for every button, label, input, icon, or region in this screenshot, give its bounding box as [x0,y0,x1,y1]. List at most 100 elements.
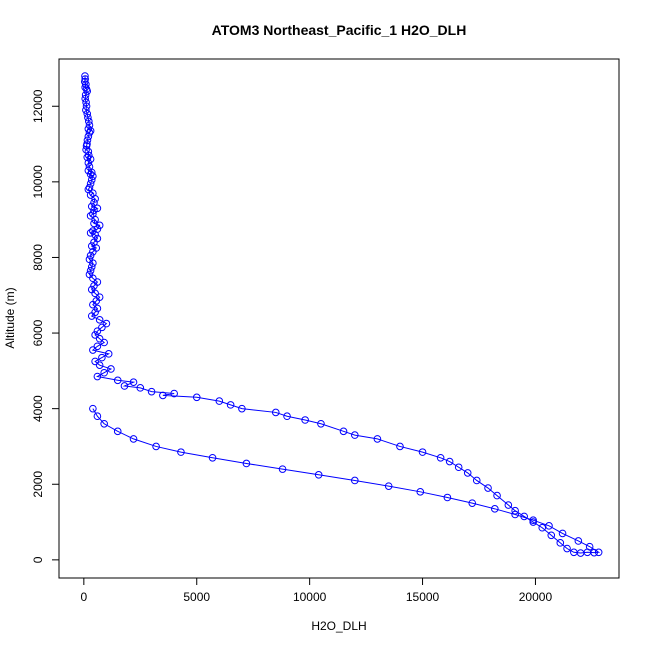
data-point [226,401,235,409]
data-point [84,159,93,167]
data-point [436,453,445,462]
y-axis-label: Altitude (m) [3,287,17,348]
data-point [84,125,93,133]
data-point [85,151,93,160]
data-point [91,289,99,298]
data-point [491,505,499,513]
data-point [91,230,99,239]
y-tick-label: 10000 [31,165,45,199]
data-point [89,247,97,256]
data-point [91,331,99,339]
data-point [86,251,95,260]
data-point [87,168,96,177]
data-point [89,227,97,235]
data-point [113,376,122,385]
data-point [529,516,537,524]
data-point [107,365,115,373]
data-point [87,176,96,184]
data-point [547,531,556,540]
data-point [83,87,92,95]
data-point [82,106,90,114]
data-point [85,183,94,192]
data-point [91,195,99,203]
data-point [177,448,185,456]
data-point [81,94,89,103]
data-point [301,416,309,424]
data-point [113,427,122,436]
data-point [84,147,93,156]
data-point [104,350,113,358]
data-point [86,266,95,275]
data-point [215,397,224,405]
data-point [468,499,477,507]
x-tick-label: 15000 [406,590,440,604]
data-point [90,282,98,290]
data-point [594,548,603,557]
data-point [529,518,537,526]
data-point [147,387,156,396]
data-point [93,412,102,421]
data-point [556,539,565,547]
data-point [89,346,97,354]
data-point [396,442,404,451]
data-point [520,512,528,521]
data-point [85,117,93,126]
plot-area [80,72,603,557]
data-point [89,274,97,283]
data-point [82,98,90,107]
data-point [504,501,513,509]
x-axis-label: H2O_DLH [311,619,366,633]
data-point [83,110,92,118]
data-point [238,404,246,413]
x-tick-label: 0 [80,590,87,604]
data-point [271,408,280,417]
data-point [95,316,104,324]
data-point [91,215,99,224]
data-point [100,368,108,377]
data-point [472,476,481,485]
data-point [86,191,95,199]
data-point [85,128,94,137]
data-point [590,548,598,557]
data-point [242,459,251,468]
data-point [87,312,96,320]
data-point [95,334,104,343]
y-tick-label: 8000 [31,244,45,271]
data-point [86,170,95,179]
data-point [129,435,138,443]
x-axis: 0 5000 10000 15000 20000 [80,578,552,604]
data-point [91,357,99,366]
data-point [373,435,382,443]
data-point [89,259,97,267]
data-point [278,465,287,473]
y-tick-label: 4000 [31,395,45,422]
data-point [100,338,108,347]
data-point [95,361,104,369]
data-point [314,471,323,479]
data-point [170,389,178,398]
y-tick-label: 12000 [31,89,45,123]
data-point [545,522,553,530]
x-tick-label: 20000 [519,590,553,604]
data-point [93,372,102,381]
data-point [463,469,472,477]
data-point [484,484,492,492]
data-point [81,83,89,92]
plot-frame [58,58,620,579]
series-line [84,75,601,554]
data-point [98,353,106,362]
data-point [585,542,594,551]
y-tick-label: 0 [31,556,45,563]
data-point [90,198,98,207]
data-point [84,132,93,141]
x-tick-label: 10000 [293,590,327,604]
data-point [93,304,102,313]
data-point [89,172,97,180]
data-point [493,491,501,500]
data-point [574,537,583,545]
data-point [418,448,427,456]
chart-title: ATOM3 Northeast_Pacific_1 H2O_DLH [212,22,467,38]
data-point [95,221,104,230]
data-point [511,510,519,519]
